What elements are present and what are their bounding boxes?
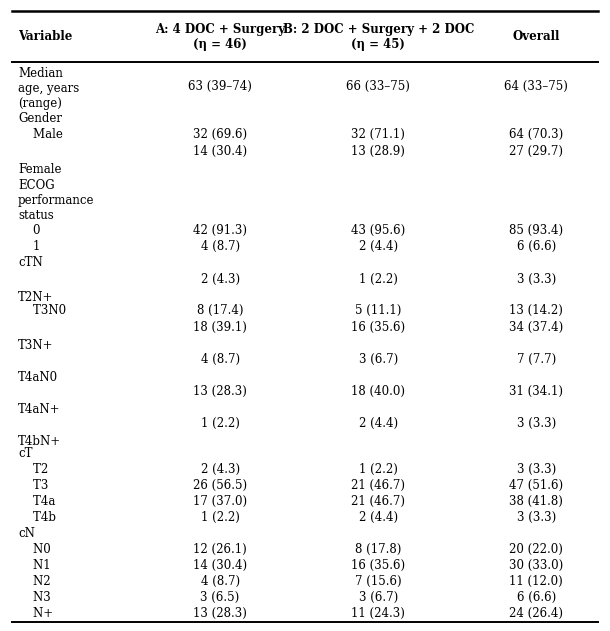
Text: N+: N+	[18, 607, 53, 620]
Text: ECOG
performance
status: ECOG performance status	[18, 179, 95, 222]
Text: 3 (3.3): 3 (3.3)	[517, 511, 556, 524]
Text: 3 (3.3): 3 (3.3)	[517, 417, 556, 430]
Text: 11 (24.3): 11 (24.3)	[351, 607, 405, 620]
Text: 20 (22.0): 20 (22.0)	[509, 543, 563, 556]
Text: N1: N1	[18, 559, 51, 572]
Text: T3: T3	[18, 480, 48, 492]
Text: 5 (11.1): 5 (11.1)	[355, 304, 401, 317]
Text: cTN: cTN	[18, 256, 43, 269]
Text: 1 (2.2): 1 (2.2)	[201, 511, 240, 524]
Text: 64 (33–75): 64 (33–75)	[504, 80, 569, 93]
Text: 18 (39.1): 18 (39.1)	[193, 321, 247, 334]
Text: T4b: T4b	[18, 511, 56, 524]
Text: T2: T2	[18, 463, 48, 476]
Text: Female: Female	[18, 163, 62, 176]
Text: 7 (7.7): 7 (7.7)	[517, 353, 556, 366]
Text: N0: N0	[18, 543, 51, 556]
Text: 1 (2.2): 1 (2.2)	[359, 273, 398, 286]
Text: 2 (4.4): 2 (4.4)	[359, 511, 398, 524]
Text: 14 (30.4): 14 (30.4)	[193, 559, 247, 572]
Text: 4 (8.7): 4 (8.7)	[201, 240, 240, 252]
Text: N3: N3	[18, 591, 51, 604]
Text: 13 (28.3): 13 (28.3)	[193, 385, 247, 398]
Text: 42 (91.3): 42 (91.3)	[193, 223, 247, 237]
Text: 4 (8.7): 4 (8.7)	[201, 575, 240, 588]
Text: 0: 0	[18, 223, 40, 237]
Text: 17 (37.0): 17 (37.0)	[193, 495, 247, 508]
Text: 18 (40.0): 18 (40.0)	[351, 385, 405, 398]
Text: 16 (35.6): 16 (35.6)	[351, 321, 405, 334]
Text: 2 (4.3): 2 (4.3)	[201, 463, 240, 476]
Text: 1 (2.2): 1 (2.2)	[201, 417, 240, 430]
Text: 13 (28.9): 13 (28.9)	[351, 145, 405, 158]
Text: 3 (3.3): 3 (3.3)	[517, 273, 556, 286]
Text: 1 (2.2): 1 (2.2)	[359, 463, 398, 476]
Text: 2 (4.3): 2 (4.3)	[201, 273, 240, 286]
Text: Median
age, years
(range): Median age, years (range)	[18, 67, 79, 110]
Text: 7 (15.6): 7 (15.6)	[355, 575, 401, 588]
Text: 24 (26.4): 24 (26.4)	[509, 607, 563, 620]
Text: T3N+: T3N+	[18, 339, 54, 351]
Text: 21 (46.7): 21 (46.7)	[351, 480, 405, 492]
Text: 11 (12.0): 11 (12.0)	[509, 575, 563, 588]
Text: cN: cN	[18, 528, 35, 540]
Text: 32 (69.6): 32 (69.6)	[193, 128, 247, 141]
Text: 2 (4.4): 2 (4.4)	[359, 417, 398, 430]
Text: 27 (29.7): 27 (29.7)	[509, 145, 563, 158]
Text: 30 (33.0): 30 (33.0)	[509, 559, 564, 572]
Text: T3N0: T3N0	[18, 304, 66, 317]
Text: A: 4 DOC + Surgery
(η = 46): A: 4 DOC + Surgery (η = 46)	[155, 23, 285, 51]
Text: 63 (39–74): 63 (39–74)	[188, 80, 252, 93]
Text: 38 (41.8): 38 (41.8)	[509, 495, 563, 508]
Text: 8 (17.8): 8 (17.8)	[355, 543, 401, 556]
Text: 43 (95.6): 43 (95.6)	[351, 223, 405, 237]
Text: 13 (28.3): 13 (28.3)	[193, 607, 247, 620]
Text: 26 (56.5): 26 (56.5)	[193, 480, 247, 492]
Text: 32 (71.1): 32 (71.1)	[351, 128, 405, 141]
Text: 12 (26.1): 12 (26.1)	[193, 543, 247, 556]
Text: T2N+: T2N+	[18, 291, 54, 304]
Text: B: 2 DOC + Surgery + 2 DOC
(η = 45): B: 2 DOC + Surgery + 2 DOC (η = 45)	[282, 23, 474, 51]
Text: 14 (30.4): 14 (30.4)	[193, 145, 247, 158]
Text: 21 (46.7): 21 (46.7)	[351, 495, 405, 508]
Text: 6 (6.6): 6 (6.6)	[517, 591, 556, 604]
Text: Gender: Gender	[18, 112, 62, 125]
Text: 6 (6.6): 6 (6.6)	[517, 240, 556, 252]
Text: Male: Male	[18, 128, 63, 141]
Text: Overall: Overall	[512, 30, 560, 44]
Text: 47 (51.6): 47 (51.6)	[509, 480, 564, 492]
Text: 31 (34.1): 31 (34.1)	[509, 385, 563, 398]
Text: 3 (6.7): 3 (6.7)	[359, 353, 398, 366]
Text: 64 (70.3): 64 (70.3)	[509, 128, 564, 141]
Text: 66 (33–75): 66 (33–75)	[346, 80, 410, 93]
Text: 8 (17.4): 8 (17.4)	[197, 304, 243, 317]
Text: T4bN+: T4bN+	[18, 435, 61, 447]
Text: 13 (14.2): 13 (14.2)	[509, 304, 563, 317]
Text: T4a: T4a	[18, 495, 56, 508]
Text: 2 (4.4): 2 (4.4)	[359, 240, 398, 252]
Text: Variable: Variable	[18, 30, 73, 44]
Text: 34 (37.4): 34 (37.4)	[509, 321, 564, 334]
Text: 4 (8.7): 4 (8.7)	[201, 353, 240, 366]
Text: T4aN+: T4aN+	[18, 403, 60, 416]
Text: 85 (93.4): 85 (93.4)	[509, 223, 564, 237]
Text: cT: cT	[18, 447, 32, 461]
Text: 16 (35.6): 16 (35.6)	[351, 559, 405, 572]
Text: N2: N2	[18, 575, 51, 588]
Text: 3 (6.5): 3 (6.5)	[201, 591, 240, 604]
Text: 3 (6.7): 3 (6.7)	[359, 591, 398, 604]
Text: T4aN0: T4aN0	[18, 370, 58, 384]
Text: 1: 1	[18, 240, 40, 252]
Text: 3 (3.3): 3 (3.3)	[517, 463, 556, 476]
